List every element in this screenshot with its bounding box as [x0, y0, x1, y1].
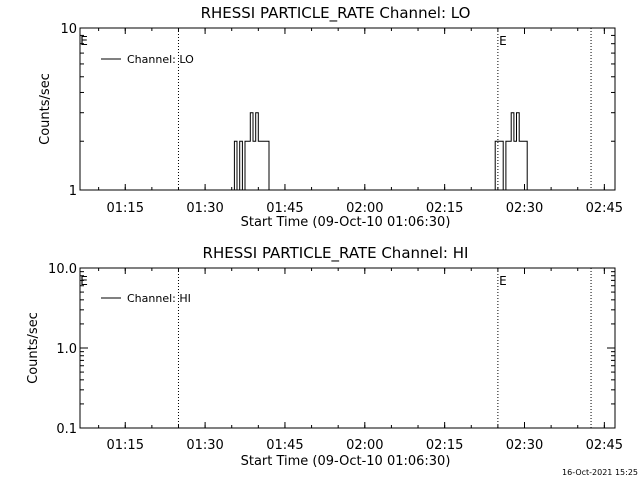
- x-tick-label: 01:15: [107, 438, 144, 453]
- x-tick-label: 02:15: [426, 201, 463, 216]
- x-tick-label: 01:30: [186, 201, 223, 216]
- y-axis-label: Counts/sec: [26, 312, 41, 384]
- y-axis-label: Counts/sec: [38, 73, 53, 145]
- event-marker-label: E: [80, 34, 88, 48]
- chart-title: RHESSI PARTICLE_RATE Channel: LO: [201, 4, 471, 23]
- legend-label: Channel: HI: [127, 292, 191, 305]
- y-tick-label: 0.1: [56, 422, 77, 437]
- x-tick-label: 01:45: [266, 201, 303, 216]
- x-tick-label: 02:30: [506, 201, 543, 216]
- series-line: [231, 112, 533, 191]
- x-tick-label: 02:45: [586, 438, 623, 453]
- y-tick-label: 10.0: [48, 262, 77, 277]
- x-tick-label: 01:15: [107, 201, 144, 216]
- y-tick-label: 10: [60, 22, 77, 37]
- y-tick-label: 1.0: [56, 342, 77, 357]
- footer-timestamp: 16-Oct-2021 15:25: [562, 468, 638, 477]
- chart-panel-2: RHESSI PARTICLE_RATE Channel: HI 01:15 01:…: [26, 244, 623, 469]
- chart-panel-1: RHESSI PARTICLE_RATE Channel: LO 01:15 01:…: [38, 4, 623, 230]
- x-tick-label: 02:30: [506, 438, 543, 453]
- x-tick-label: 02:00: [346, 201, 383, 216]
- x-tick-label: 01:45: [266, 438, 303, 453]
- x-tick-label: 02:15: [426, 438, 463, 453]
- y-tick-label: 1: [69, 184, 77, 199]
- x-axis-label: Start Time (09-Oct-10 01:06:30): [241, 454, 451, 469]
- x-tick-label: 02:00: [346, 438, 383, 453]
- event-marker-label: E: [499, 34, 507, 48]
- event-marker-label: E: [499, 274, 507, 288]
- x-tick-label: 01:30: [186, 438, 223, 453]
- plot-frame: [79, 27, 616, 191]
- x-axis-label: Start Time (09-Oct-10 01:06:30): [241, 215, 451, 230]
- x-tick-label: 02:45: [586, 201, 623, 216]
- chart-title: RHESSI PARTICLE_RATE Channel: HI: [203, 244, 469, 263]
- legend-label: Channel: LO: [127, 53, 194, 66]
- event-marker-label: E: [80, 274, 88, 288]
